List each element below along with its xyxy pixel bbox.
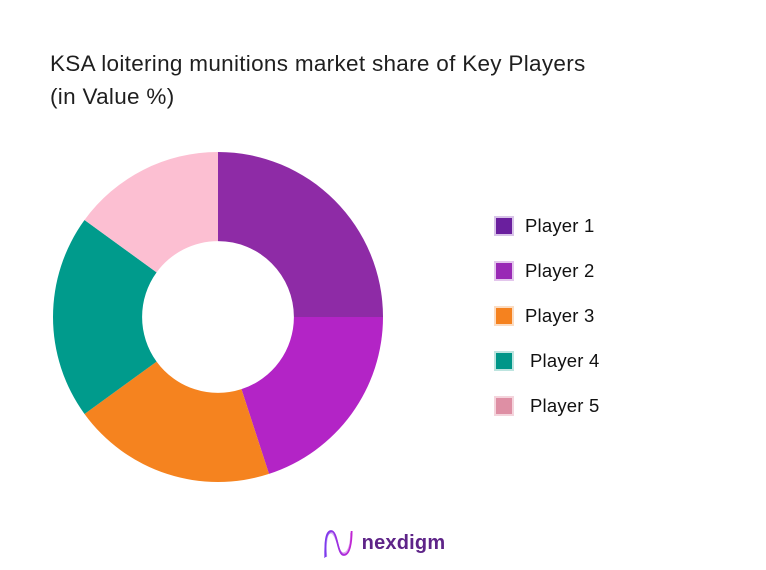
legend-item-player-2: Player 2: [494, 261, 599, 281]
legend-label-player-3: Player 3: [525, 305, 595, 326]
donut-slice-player-1: [218, 152, 383, 317]
legend-item-player-4: Player 4: [494, 351, 599, 371]
chart-legend: Player 1 Player 2 Player 3 Player 4 Play…: [494, 216, 599, 416]
donut-slice-player-2: [241, 317, 383, 474]
legend-swatch-player-5: [494, 396, 514, 416]
donut-chart-svg: [52, 152, 383, 482]
legend-swatch-player-3: [494, 306, 514, 326]
donut-slice-player-5: [84, 152, 218, 273]
chart-title: KSA loitering munitions market share of …: [50, 47, 586, 113]
legend-item-player-5: Player 5: [494, 396, 599, 416]
nexdigm-logo: nexdigm: [321, 527, 446, 561]
chart-title-line2: (in Value %): [50, 84, 175, 109]
legend-swatch-player-2: [494, 261, 514, 281]
legend-swatch-player-1: [494, 216, 514, 236]
chart-title-line1: KSA loitering munitions market share of …: [50, 51, 586, 76]
legend-label-player-4: Player 4: [530, 350, 600, 371]
donut-chart: [52, 152, 383, 482]
donut-slice-player-4: [52, 220, 157, 414]
legend-swatch-player-4: [494, 351, 514, 371]
nexdigm-logo-text: nexdigm: [361, 531, 446, 554]
legend-label-player-2: Player 2: [525, 260, 595, 281]
legend-label-player-5: Player 5: [530, 395, 600, 416]
legend-item-player-3: Player 3: [494, 306, 599, 326]
legend-item-player-1: Player 1: [494, 216, 599, 236]
donut-slice-player-3: [84, 361, 269, 482]
nexdigm-logo-icon: [324, 530, 353, 559]
legend-label-player-1: Player 1: [525, 215, 595, 236]
